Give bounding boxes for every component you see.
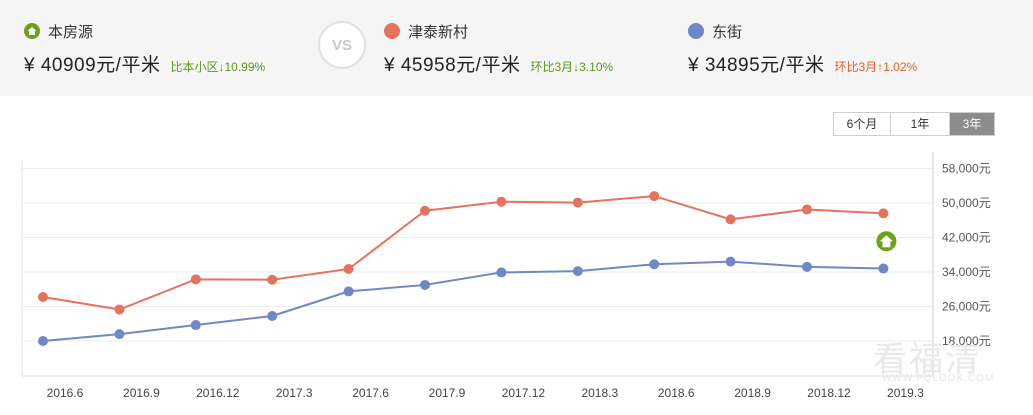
compare-estate-block: 津泰新村 ¥ 45958元/平米 环比3月↓3.10% xyxy=(384,20,613,77)
data-point xyxy=(572,197,583,208)
data-point xyxy=(343,286,354,297)
data-point xyxy=(114,304,125,315)
data-point xyxy=(496,267,507,278)
time-range-selector: 6个月 1年 3年 xyxy=(833,112,995,136)
comparison-panel xyxy=(343,0,1033,96)
compare-estate-label: 津泰新村 xyxy=(408,23,469,41)
data-point xyxy=(802,204,812,215)
data-point xyxy=(572,266,583,277)
data-point xyxy=(114,329,125,340)
x-tick-label: 2017.12 xyxy=(502,386,546,400)
y-tick-label: 50,000元 xyxy=(942,196,991,210)
data-point xyxy=(190,274,201,285)
data-point xyxy=(802,261,812,272)
data-point xyxy=(649,191,660,202)
x-tick-label: 2018.6 xyxy=(658,386,695,400)
x-tick-label: 2017.3 xyxy=(276,386,313,400)
street-legend-dot xyxy=(688,23,704,39)
series-line-estate xyxy=(42,195,884,311)
data-point xyxy=(190,320,201,331)
compare-street-label: 东街 xyxy=(712,23,743,41)
x-tick-label: 2019.3 xyxy=(887,386,924,400)
own-listing-block: 本房源 ¥ 40909元/平米 比本小区↓10.99% xyxy=(24,20,265,77)
own-listing-price: ¥ 40909元/平米 xyxy=(24,55,161,76)
compare-estate-price: ¥ 45958元/平米 xyxy=(384,55,521,76)
x-tick-label: 2018.12 xyxy=(807,386,851,400)
range-6-months-button[interactable]: 6个月 xyxy=(834,113,890,135)
x-tick-label: 2016.9 xyxy=(123,386,160,400)
price-comparison-header: 本房源 ¥ 40909元/平米 比本小区↓10.99% VS 津泰新村 ¥ 45… xyxy=(0,0,1033,96)
data-point xyxy=(725,256,736,267)
range-3-years-button[interactable]: 3年 xyxy=(949,113,994,135)
data-point xyxy=(725,214,736,225)
x-tick-label: 2018.3 xyxy=(581,386,618,400)
compare-estate-change: 环比3月↓3.10% xyxy=(530,60,614,74)
compare-street-price: ¥ 34895元/平米 xyxy=(688,55,825,76)
data-point xyxy=(496,196,507,207)
compare-street-change: 环比3月↑1.02% xyxy=(834,60,918,74)
y-tick-label: 26,000元 xyxy=(942,300,991,314)
compare-street-block: 东街 ¥ 34895元/平米 环比3月↑1.02% xyxy=(688,20,917,77)
data-point xyxy=(343,263,354,274)
y-tick-label: 58,000元 xyxy=(942,162,991,176)
own-listing-panel xyxy=(0,0,343,96)
x-tick-label: 2018.9 xyxy=(734,386,771,400)
vs-badge: VS xyxy=(318,21,366,69)
x-tick-label: 2016.12 xyxy=(196,386,240,400)
x-tick-label: 2017.6 xyxy=(352,386,389,400)
series-line-street xyxy=(42,260,884,342)
data-point xyxy=(38,292,48,303)
home-marker-shape xyxy=(879,235,893,248)
range-1-year-button[interactable]: 1年 xyxy=(890,113,949,135)
data-point xyxy=(878,208,889,219)
y-tick-label: 18,000元 xyxy=(942,334,991,348)
home-icon xyxy=(24,23,40,39)
own-listing-change: 比本小区↓10.99% xyxy=(170,60,266,74)
data-point xyxy=(38,336,48,346)
data-point xyxy=(649,259,660,270)
watermark-url: WWW.FQLOOK.COM xyxy=(882,373,995,384)
data-point xyxy=(878,263,889,274)
own-listing-label: 本房源 xyxy=(48,23,94,41)
x-tick-label: 2017.9 xyxy=(429,386,466,400)
y-tick-label: 34,000元 xyxy=(942,265,991,279)
data-point xyxy=(420,205,430,216)
data-point xyxy=(420,279,430,290)
watermark-logo: 看福清 xyxy=(873,340,981,380)
price-trend-chart: 18,000元 26,000元 34,000元 42,000元 50,000元 58,00… xyxy=(21,152,991,400)
estate-legend-dot xyxy=(384,23,400,39)
home-icon xyxy=(874,229,899,254)
y-tick-label: 42,000元 xyxy=(942,231,991,245)
data-point xyxy=(267,310,278,321)
x-tick-label: 2016.6 xyxy=(47,386,84,400)
data-point xyxy=(267,274,278,285)
